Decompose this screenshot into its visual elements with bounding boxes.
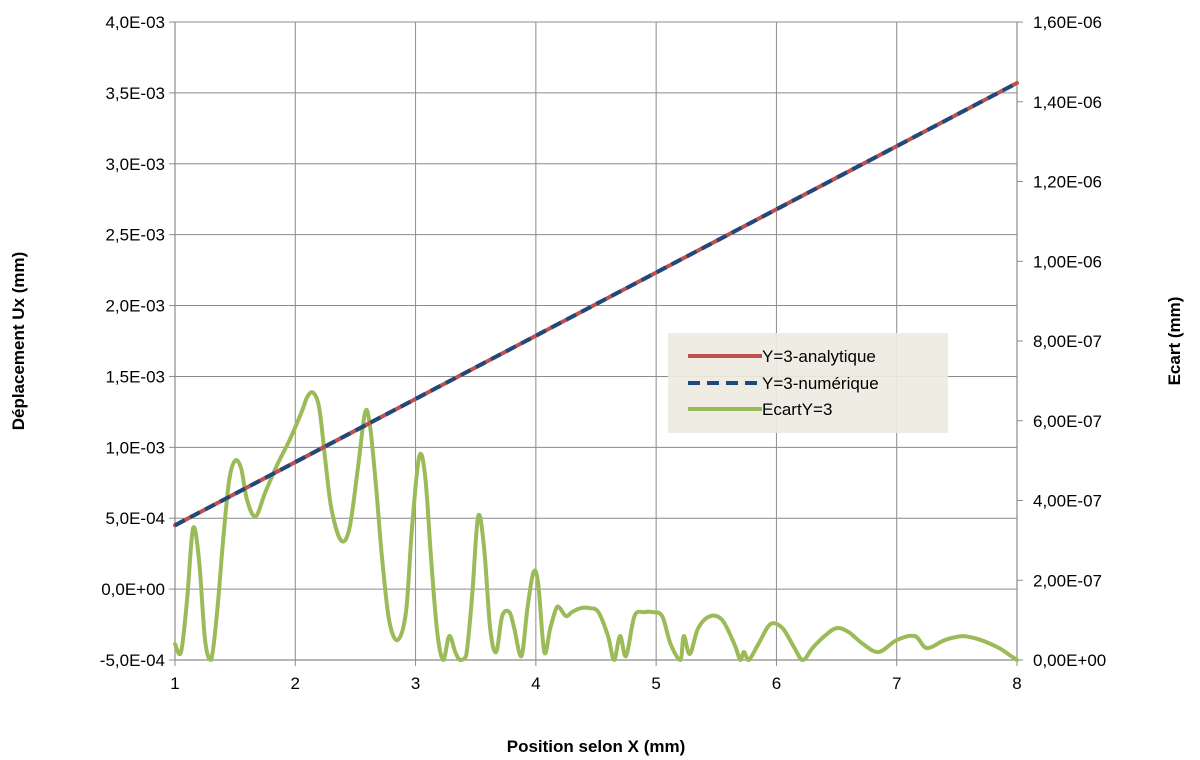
series-line-ecart xyxy=(173,390,1019,662)
y-tick-label: 2,5E-03 xyxy=(105,226,165,245)
x-tick-label: 3 xyxy=(411,674,420,693)
y2-tick-label: 1,20E-06 xyxy=(1033,173,1102,192)
y-tick-label: 3,0E-03 xyxy=(105,155,165,174)
y2-tick-label: 6,00E-07 xyxy=(1033,412,1102,431)
y2-tick-label: 2,00E-07 xyxy=(1033,571,1102,590)
y2-tick-label: 4,00E-07 xyxy=(1033,492,1102,511)
legend: Y=3-analytique Y=3-numérique EcartY=3 xyxy=(668,333,948,433)
y-axis-title: Déplacement Ux (mm) xyxy=(9,252,28,431)
axes xyxy=(169,21,1023,666)
y2-axis-title: Ecart (mm) xyxy=(1165,297,1184,386)
y-tick-label: 0,0E+00 xyxy=(101,580,165,599)
series xyxy=(173,80,1019,662)
x-tick-label: 2 xyxy=(291,674,300,693)
x-tick-label: 6 xyxy=(772,674,781,693)
y-tick-label: 5,0E-04 xyxy=(105,509,165,528)
y2-tick-label: 1,00E-06 xyxy=(1033,252,1102,271)
x-tick-label: 4 xyxy=(531,674,540,693)
series-line-numerique xyxy=(174,81,1018,528)
x-tick-label: 1 xyxy=(170,674,179,693)
x-tick-label: 7 xyxy=(892,674,901,693)
x-tick-label: 5 xyxy=(651,674,660,693)
y2-tick-label: 1,60E-06 xyxy=(1033,13,1102,32)
y-tick-label: 1,5E-03 xyxy=(105,367,165,386)
y-tick-label: -5,0E-04 xyxy=(100,651,165,670)
y-tick-label: 2,0E-03 xyxy=(105,297,165,316)
x-axis-title: Position selon X (mm) xyxy=(507,737,686,756)
y2-tick-label: 0,00E+00 xyxy=(1033,651,1106,670)
legend-label-analytique: Y=3-analytique xyxy=(762,347,876,366)
y2-tick-label: 1,40E-06 xyxy=(1033,93,1102,112)
x-tick-label: 8 xyxy=(1012,674,1021,693)
tick-labels: 1 2 3 4 5 6 7 8 -5,0E-04 0,0E+00 5,0E-04 1,0E-03 1,5… xyxy=(100,13,1106,693)
y2-tick-label: 8,00E-07 xyxy=(1033,332,1102,351)
y-tick-label: 4,0E-03 xyxy=(105,13,165,32)
y-tick-label: 1,0E-03 xyxy=(105,438,165,457)
legend-label-numerique: Y=3-numérique xyxy=(762,374,879,393)
y-tick-label: 3,5E-03 xyxy=(105,84,165,103)
legend-label-ecart: EcartY=3 xyxy=(762,400,832,419)
